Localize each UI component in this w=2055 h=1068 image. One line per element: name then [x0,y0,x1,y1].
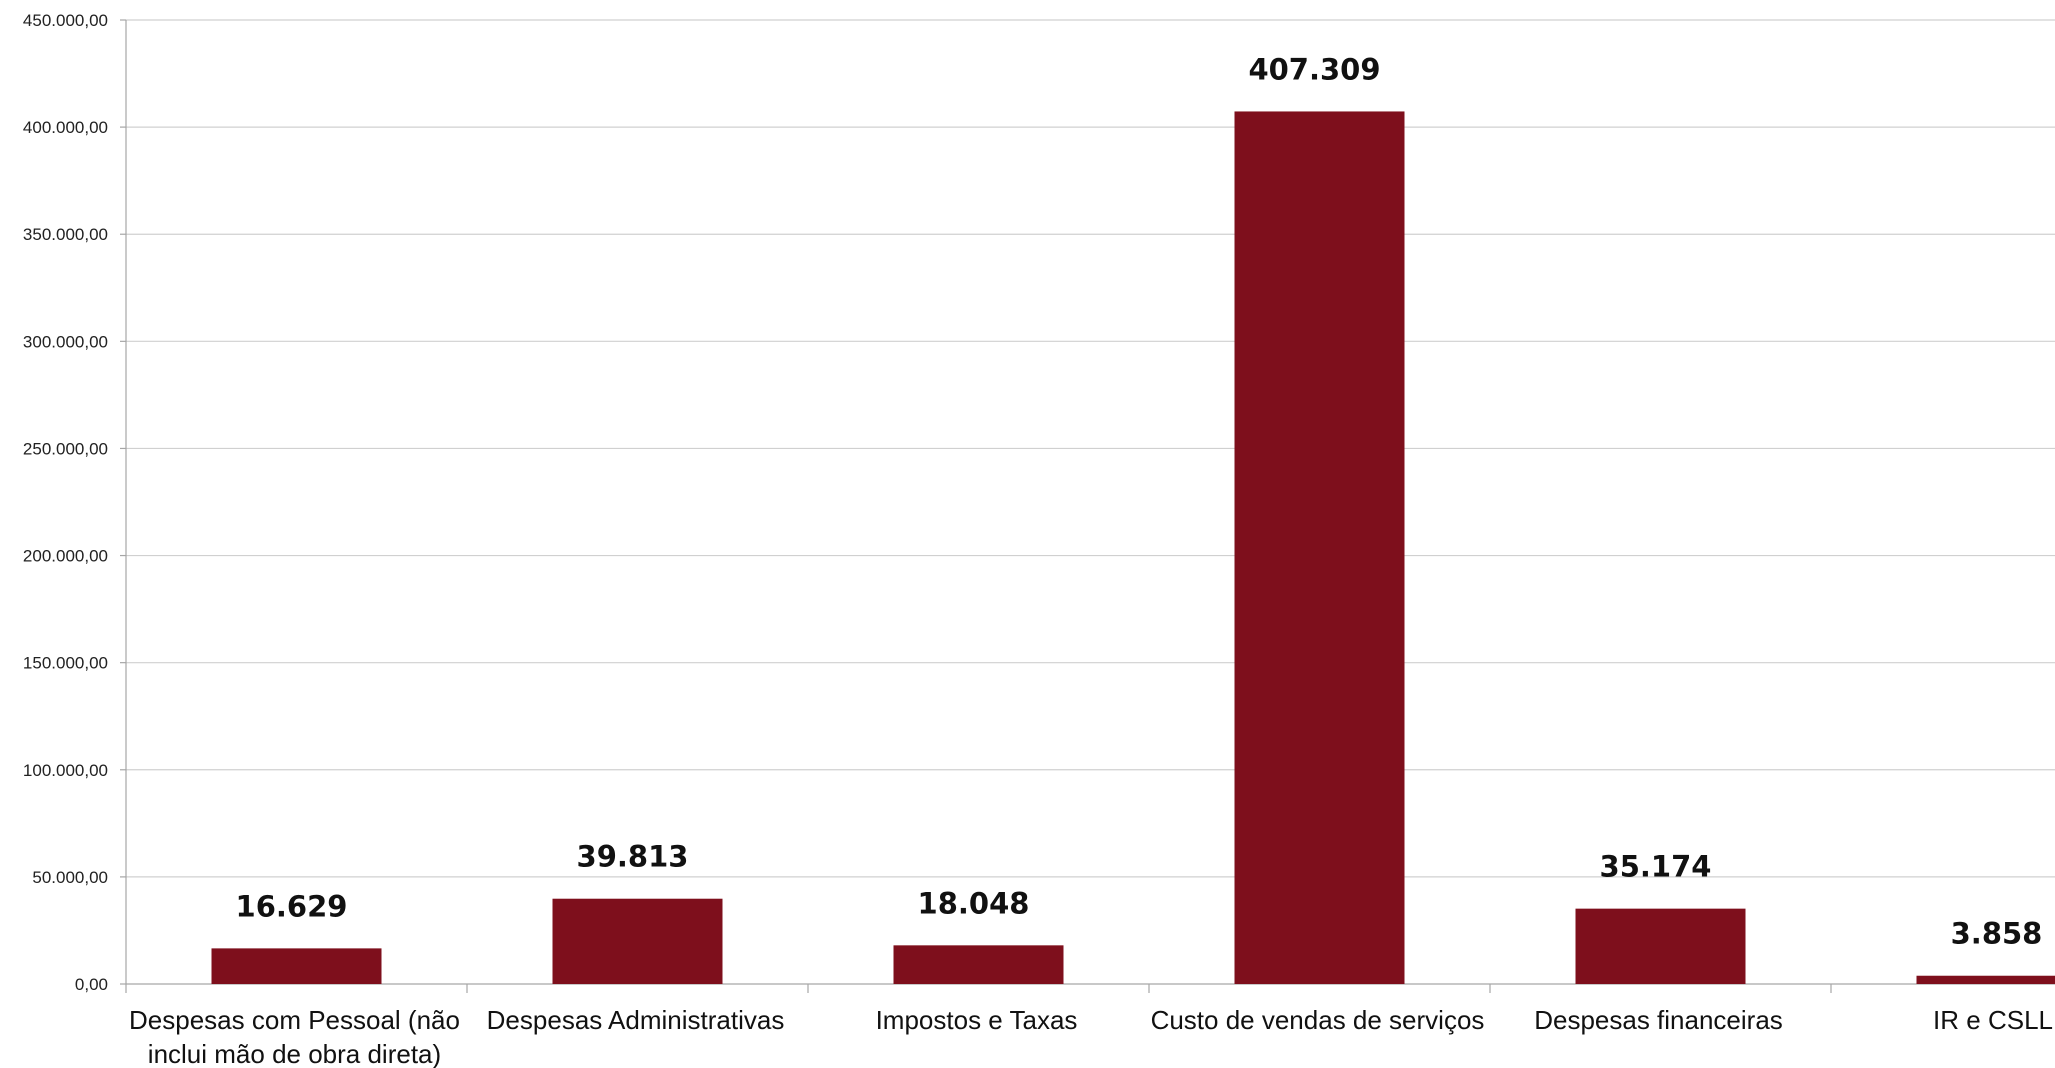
y-tick-label: 200.000,00 [23,547,108,566]
data-label: 16.629 [236,889,348,923]
data-label: 407.309 [1248,52,1380,86]
category-label: Custo de vendas de serviços [1151,1005,1485,1035]
y-tick-label: 450.000,00 [23,11,108,30]
bar [1575,908,1746,984]
y-tick-label: 400.000,00 [23,118,108,137]
y-tick-label: 150.000,00 [23,654,108,673]
y-tick-label: 0,00 [75,975,108,994]
data-label: 18.048 [918,886,1030,920]
bars [211,111,2055,984]
category-label: IR e CSLL [1933,1005,2053,1035]
data-label: 39.813 [577,840,689,874]
category-label: inclui mão de obra direta) [148,1039,441,1068]
category-label: Despesas com Pessoal (não [129,1005,460,1035]
axes [120,19,2055,993]
data-label: 3.858 [1951,917,2043,951]
category-label: Despesas financeiras [1534,1005,1783,1035]
y-tick-label: 100.000,00 [23,761,108,780]
bar [893,945,1064,984]
y-tick-label: 50.000,00 [32,868,108,887]
bar [1234,111,1405,984]
x-axis-category-labels: Despesas com Pessoal (não inclui mão de o… [129,1005,2053,1068]
y-tick-label: 350.000,00 [23,225,108,244]
bar [211,948,382,984]
data-labels: 16.629 39.813 18.048 407.309 35.174 3.858 [236,52,2043,950]
category-label: Impostos e Taxas [876,1005,1078,1035]
y-tick-label: 300.000,00 [23,332,108,351]
y-tick-label: 250.000,00 [23,439,108,458]
bar [552,898,723,984]
category-label: Despesas Administrativas [487,1005,785,1035]
data-label: 35.174 [1600,850,1712,884]
y-axis-tick-labels: 0,00 50.000,00 100.000,00 150.000,00 200.000… [23,11,108,994]
gridlines [126,19,2055,878]
bar [1916,975,2055,984]
